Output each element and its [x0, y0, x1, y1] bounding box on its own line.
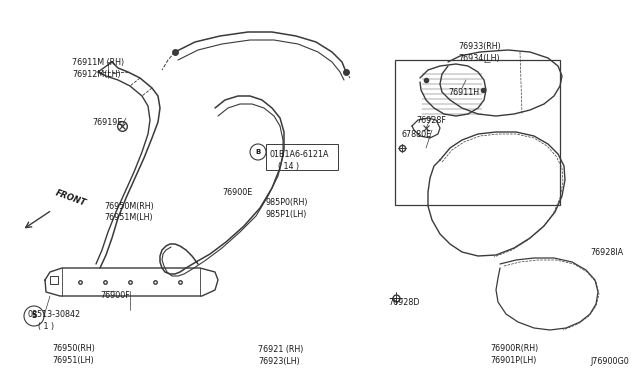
Text: 76901P(LH): 76901P(LH) [490, 356, 536, 365]
Text: 985P1(LH): 985P1(LH) [265, 210, 307, 219]
Text: J76900G0: J76900G0 [590, 357, 628, 366]
Text: 76900F: 76900F [100, 291, 130, 300]
Text: 76950M(RH): 76950M(RH) [104, 202, 154, 211]
Text: 76900E: 76900E [222, 188, 252, 197]
Text: 76921 (RH): 76921 (RH) [258, 345, 303, 354]
Text: 76928F: 76928F [416, 116, 446, 125]
Text: 985P0(RH): 985P0(RH) [265, 198, 307, 207]
Text: 76919E: 76919E [92, 118, 122, 127]
Text: ( 1 ): ( 1 ) [38, 322, 54, 331]
Text: 67880E: 67880E [402, 130, 432, 139]
Text: 76911M (RH): 76911M (RH) [72, 58, 124, 67]
Text: 76951(LH): 76951(LH) [52, 356, 93, 365]
Text: 01B1A6-6121A: 01B1A6-6121A [270, 150, 330, 159]
Text: 08513-30842: 08513-30842 [28, 310, 81, 319]
Bar [395, 60, 560, 205]
Bar [266, 144, 338, 170]
Text: 76928IA: 76928IA [590, 248, 623, 257]
Text: 76923(LH): 76923(LH) [258, 357, 300, 366]
Text: 76950(RH): 76950(RH) [52, 344, 95, 353]
Text: 76928D: 76928D [388, 298, 419, 307]
Text: 76900R(RH): 76900R(RH) [490, 344, 538, 353]
Text: 76933(RH): 76933(RH) [458, 42, 500, 51]
Text: ( 14 ): ( 14 ) [278, 162, 299, 171]
Bar [50, 276, 58, 284]
Text: S: S [31, 311, 36, 321]
Text: 76934(LH): 76934(LH) [458, 54, 500, 63]
Text: FRONT: FRONT [54, 189, 87, 208]
Text: 76911H: 76911H [448, 88, 479, 97]
Text: B: B [255, 149, 260, 155]
Text: 76951M(LH): 76951M(LH) [104, 213, 152, 222]
Text: 76912M(LH): 76912M(LH) [72, 70, 120, 79]
